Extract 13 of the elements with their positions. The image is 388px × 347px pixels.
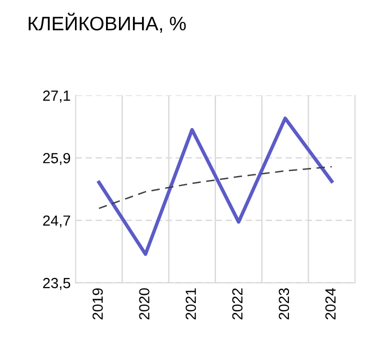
x-tick-label: 2024 [325, 288, 336, 320]
y-tick-label: 23,5 [43, 278, 70, 290]
chart-title: КЛЕЙКОВИНА, % [28, 12, 186, 33]
y-tick-label: 24,7 [43, 215, 70, 228]
x-tick-label: 2021 [186, 288, 196, 320]
y-tick-label: 25,9 [43, 152, 70, 166]
x-tick-label: 2019 [92, 288, 103, 320]
line-series [97, 116, 334, 256]
y-tick-label: 27,1 [43, 90, 70, 103]
x-tick-label: 2022 [232, 288, 243, 320]
x-tick-label: 2023 [278, 288, 290, 320]
x-tick-label: 2020 [139, 288, 150, 320]
line-series [98, 166, 332, 210]
